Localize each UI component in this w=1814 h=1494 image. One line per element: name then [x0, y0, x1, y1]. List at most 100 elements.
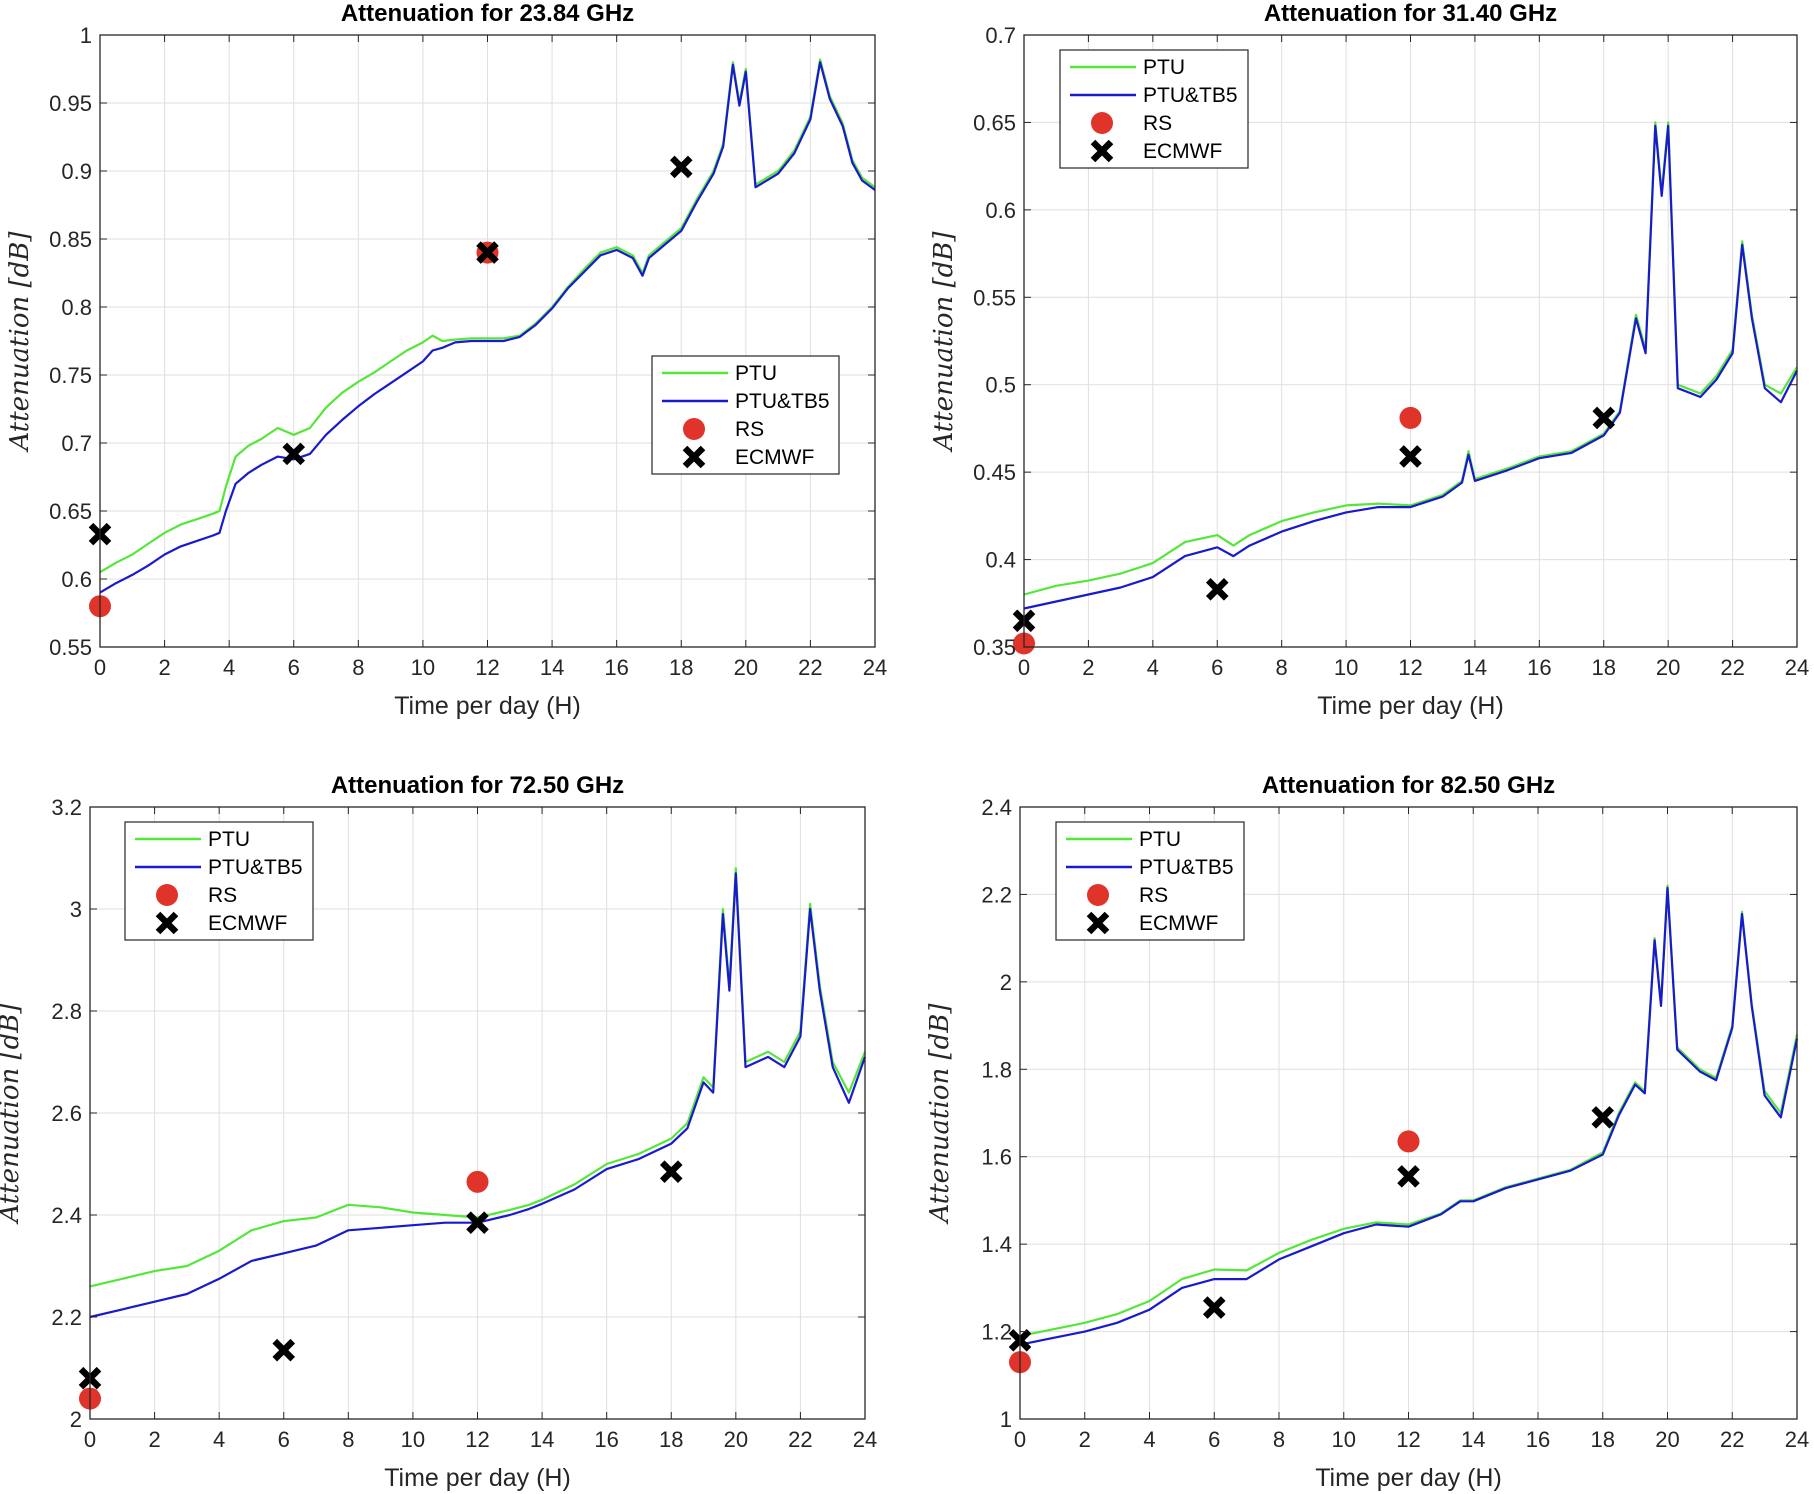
x-tick-label: 2	[1082, 655, 1094, 680]
x-tick-label: 20	[724, 1427, 748, 1452]
y-tick-label: 0.4	[985, 548, 1016, 573]
x-tick-label: 12	[1398, 655, 1422, 680]
legend-marker-rs	[156, 884, 178, 906]
legend-label-ptu: PTU	[1139, 828, 1181, 851]
y-tick-label: 2.8	[51, 999, 82, 1024]
y-tick-label: 2.2	[981, 882, 1012, 907]
x-tick-label: 18	[669, 655, 693, 680]
chart-title: Attenuation for 23.84 GHz	[341, 0, 634, 27]
x-tick-label: 22	[1720, 655, 1744, 680]
x-tick-label: 4	[213, 1427, 225, 1452]
y-tick-label: 0.7	[985, 23, 1016, 48]
data-point-ecmwf	[1592, 406, 1616, 430]
x-tick-label: 24	[1785, 1427, 1809, 1452]
y-tick-label: 0.85	[49, 227, 92, 252]
y-tick-label: 1.4	[981, 1232, 1012, 1257]
legend-marker-ecmwf	[1086, 911, 1110, 935]
x-tick-label: 14	[540, 655, 564, 680]
x-tick-label: 8	[1276, 655, 1288, 680]
y-tick-label: 2.4	[981, 795, 1012, 820]
x-tick-label: 0	[1018, 655, 1030, 680]
legend-label-ptu: PTU	[735, 362, 777, 385]
x-tick-label: 12	[475, 655, 499, 680]
legend-marker-rs	[1091, 112, 1113, 134]
x-tick-label: 10	[1334, 655, 1358, 680]
x-tick-label: 4	[223, 655, 235, 680]
x-tick-label: 20	[1655, 1427, 1679, 1452]
x-tick-label: 6	[288, 655, 300, 680]
y-tick-label: 2	[70, 1407, 82, 1432]
y-tick-label: 0.45	[973, 460, 1016, 485]
y-axis-label: Attenuation [dB]	[5, 231, 35, 453]
x-tick-label: 0	[94, 655, 106, 680]
x-tick-label: 6	[278, 1427, 290, 1452]
data-point-ecmwf	[659, 1160, 683, 1183]
x-tick-label: 12	[1396, 1427, 1420, 1452]
x-tick-label: 2	[158, 655, 170, 680]
series-line-ptu-tb5	[99, 61, 876, 594]
y-tick-label: 0.6	[61, 567, 92, 592]
y-tick-label: 0.65	[49, 499, 92, 524]
data-point-ecmwf	[476, 241, 499, 264]
data-point-ecmwf	[466, 1211, 489, 1234]
legend: PTU PTU&TB5 RS ECMWF	[1059, 49, 1249, 169]
x-tick-label: 10	[411, 655, 435, 680]
legend-box	[651, 355, 840, 475]
y-tick-label: 1.2	[981, 1320, 1012, 1345]
y-tick-label: 0.7	[61, 431, 92, 456]
chart-panel-4: 0 2 4 6 8 10 12 14 16 18 20 22 2411.21.41.61.822.22.…	[925, 772, 1809, 1492]
x-tick-label: 0	[1014, 1427, 1026, 1452]
y-tick-label: 2.4	[51, 1203, 82, 1228]
x-tick-label: 8	[352, 655, 364, 680]
x-tick-label: 22	[1720, 1427, 1744, 1452]
chart-title: Attenuation for 31.40 GHz	[1264, 0, 1557, 27]
x-axis-label: Time per day (H)	[1315, 1464, 1502, 1492]
y-tick-label: 0.35	[973, 635, 1016, 660]
x-tick-label: 6	[1211, 655, 1223, 680]
data-point-ecmwf	[282, 442, 306, 466]
x-tick-label: 8	[1273, 1427, 1285, 1452]
legend-marker-ecmwf	[155, 911, 179, 935]
series-line-ptu-tb5	[89, 872, 867, 1319]
legend-marker-rs	[683, 418, 705, 440]
x-tick-label: 24	[1785, 655, 1809, 680]
x-tick-label: 10	[401, 1427, 425, 1452]
y-tick-label: 1	[80, 23, 92, 48]
x-tick-label: 4	[1143, 1427, 1155, 1452]
y-tick-label: 0.6	[985, 198, 1016, 223]
legend-label-ecmwf: ECMWF	[735, 446, 814, 469]
x-tick-label: 20	[734, 655, 758, 680]
legend-marker-ecmwf	[682, 445, 706, 469]
x-tick-label: 22	[798, 655, 822, 680]
y-axis-label: Attenuation [dB]	[0, 1003, 25, 1225]
legend-label-ptu: PTU	[1143, 56, 1185, 79]
legend-marker-ecmwf	[1090, 139, 1114, 163]
x-tick-label: 22	[788, 1427, 812, 1452]
y-tick-label: 2	[1000, 970, 1012, 995]
y-tick-label: 3	[70, 897, 82, 922]
data-point-ecmwf	[669, 155, 693, 179]
y-tick-label: 0.55	[973, 285, 1016, 310]
chart-panel-1: 0 2 4 6 8 10 12 14 16 18 20 22 240.550.60.650.70.750…	[5, 0, 887, 720]
x-tick-label: 0	[84, 1427, 96, 1452]
legend-box	[1059, 49, 1249, 169]
series-line-ptu-tb5	[1023, 124, 1798, 610]
y-axis-label: Attenuation [dB]	[929, 231, 959, 453]
legend-label-rs: RS	[735, 418, 764, 441]
x-tick-label: 16	[1526, 1427, 1550, 1452]
legend-label-rs: RS	[1143, 112, 1172, 135]
legend-label-ptu-tb5: PTU&TB5	[208, 856, 303, 879]
y-tick-label: 0.8	[61, 295, 92, 320]
y-axis-label: Attenuation [dB]	[925, 1003, 955, 1225]
series-line-ptu	[1023, 121, 1798, 596]
x-tick-label: 12	[465, 1427, 489, 1452]
x-axis-label: Time per day (H)	[394, 692, 581, 720]
data-point-ecmwf	[1397, 1165, 1420, 1188]
legend-label-rs: RS	[1139, 884, 1168, 907]
y-tick-label: 2.6	[51, 1101, 82, 1126]
legend-box	[1055, 821, 1245, 941]
x-axis-label: Time per day (H)	[1317, 692, 1504, 720]
legend-label-rs: RS	[208, 884, 237, 907]
data-point-ecmwf	[1202, 1296, 1226, 1319]
legend-marker-rs	[1087, 884, 1109, 906]
